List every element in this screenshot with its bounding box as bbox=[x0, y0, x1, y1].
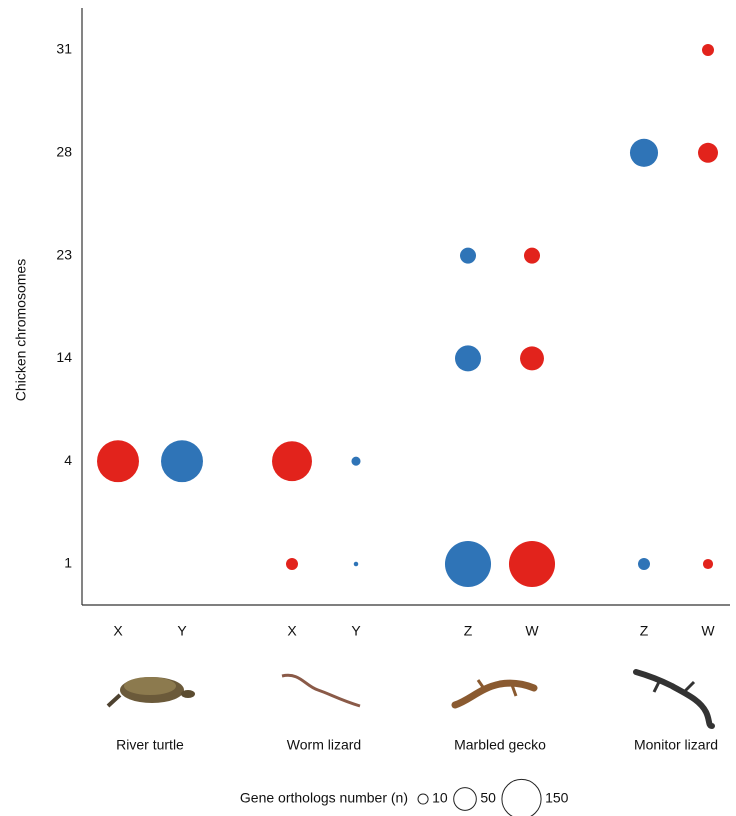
bubble bbox=[508, 540, 556, 588]
size-legend-label: 50 bbox=[480, 790, 496, 806]
x-tick-label: X bbox=[287, 623, 297, 639]
y-axis-label: Chicken chromosomes bbox=[13, 259, 29, 401]
y-tick-label: 1 bbox=[64, 555, 72, 571]
group-label: Monitor lizard bbox=[634, 737, 718, 753]
x-tick-label: Y bbox=[351, 623, 361, 639]
bubble bbox=[286, 558, 298, 570]
bubble bbox=[161, 440, 203, 483]
size-legend-label: 150 bbox=[545, 790, 569, 806]
bubble bbox=[444, 540, 492, 588]
x-tick-label: Y bbox=[177, 623, 187, 639]
x-tick-label: X bbox=[113, 623, 123, 639]
bubble bbox=[629, 138, 659, 167]
monitor-lizard-icon bbox=[633, 669, 715, 729]
bubble bbox=[351, 456, 361, 466]
y-tick-label: 28 bbox=[56, 144, 72, 160]
group-label: Worm lizard bbox=[287, 737, 361, 753]
bubble bbox=[272, 441, 312, 482]
bubble bbox=[698, 142, 718, 163]
x-tick-label: Z bbox=[464, 623, 473, 639]
bubble bbox=[460, 247, 476, 264]
bubble bbox=[702, 44, 714, 56]
bubble bbox=[702, 558, 714, 570]
x-tick-label: W bbox=[525, 623, 539, 639]
river-turtle-icon bbox=[106, 677, 195, 708]
x-tick-label: Z bbox=[640, 623, 649, 639]
size-legend-title: Gene orthologs number (n) bbox=[240, 790, 408, 806]
marbled-gecko-icon bbox=[451, 679, 538, 709]
bubble bbox=[524, 247, 540, 264]
group-label: Marbled gecko bbox=[454, 737, 546, 753]
worm-lizard-icon bbox=[281, 673, 361, 708]
size-legend-label: 10 bbox=[432, 790, 448, 806]
size-legend-circle bbox=[501, 778, 542, 816]
x-tick-label: W bbox=[701, 623, 715, 639]
bubble bbox=[353, 561, 359, 567]
size-legend-circle bbox=[417, 793, 429, 805]
y-tick-label: 31 bbox=[56, 41, 72, 57]
bubble bbox=[97, 440, 139, 483]
y-tick-label: 23 bbox=[56, 246, 72, 262]
y-tick-label: 4 bbox=[64, 452, 72, 468]
bubble bbox=[520, 346, 544, 371]
y-tick-label: 14 bbox=[56, 349, 72, 365]
group-label: River turtle bbox=[116, 737, 184, 753]
bubble bbox=[455, 345, 481, 372]
size-legend-circle bbox=[453, 787, 477, 811]
bubble bbox=[638, 558, 650, 570]
